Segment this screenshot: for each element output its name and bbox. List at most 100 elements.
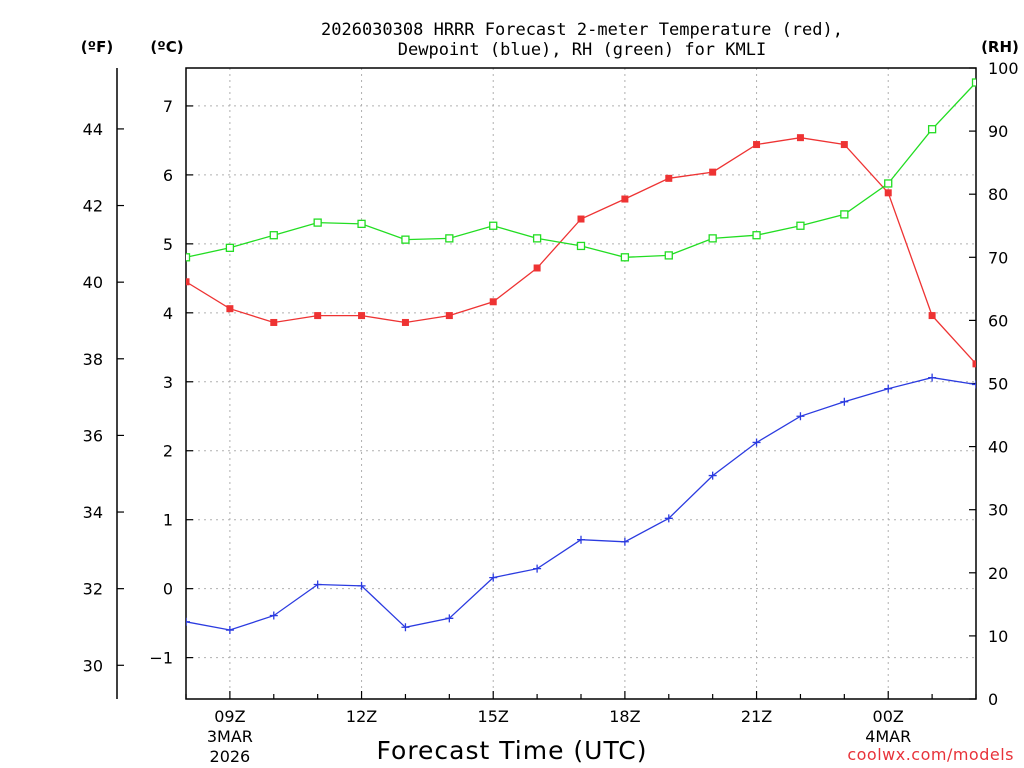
rh-point: [225, 243, 235, 252]
rh-tick-label: 60: [988, 311, 1008, 330]
rh-point: [313, 218, 322, 227]
date-tick-label: 4MAR: [865, 727, 911, 746]
time-tick-label: 18Z: [609, 707, 640, 726]
dewpoint-point: [269, 611, 278, 620]
dewpoint-point: [313, 580, 322, 589]
rh-tick-label: 50: [988, 375, 1008, 394]
rh-point: [884, 179, 893, 188]
rh-axis: 0 10 20 30 40 50 60 70 80 90 100: [969, 59, 1019, 709]
rh-point: [401, 235, 410, 244]
fahrenheit-tick-label: 32: [83, 580, 103, 599]
time-tick-label: 09Z: [214, 707, 245, 726]
fahrenheit-tick-label: 42: [83, 197, 103, 216]
time-tick-label: 15Z: [478, 707, 509, 726]
rh-point: [357, 219, 366, 229]
celsius-tick-label: 1: [163, 511, 173, 530]
temperature-point: [577, 215, 585, 223]
rh-point: [186, 253, 191, 262]
dewpoint-point: [928, 373, 937, 382]
time-tick-label: 12Z: [346, 707, 377, 726]
dewpoint-point: [796, 412, 805, 421]
rh-point: [708, 234, 717, 243]
rh-point: [445, 234, 454, 243]
rh-tick-label: 10: [988, 627, 1008, 646]
celsius-tick-label: 4: [163, 304, 173, 323]
rh-point: [840, 210, 849, 219]
temperature-point: [226, 305, 234, 313]
rh-point: [269, 231, 278, 240]
celsius-unit-label: (ºC): [150, 38, 183, 56]
rh-point: [971, 78, 976, 87]
celsius-axis: −1 0 1 2 3 4 5 6 7: [149, 97, 193, 668]
celsius-tick-label: 3: [163, 373, 173, 392]
temperature-point: [928, 312, 936, 320]
rh-tick-label: 0: [988, 690, 998, 709]
temperature-point: [314, 312, 322, 320]
temperature-point: [270, 318, 278, 326]
rh-point: [489, 221, 498, 230]
celsius-tick-label: 0: [163, 580, 173, 599]
temperature-point: [709, 168, 717, 176]
temperature-point: [753, 141, 761, 149]
year-tick-label: 2026: [210, 747, 251, 766]
fahrenheit-unit-label: (ºF): [81, 38, 113, 56]
dewpoint-point: [357, 581, 366, 590]
temperature-point: [796, 134, 804, 142]
fahrenheit-tick-label: 40: [83, 273, 103, 292]
dewpoint-point: [186, 617, 190, 626]
time-tick-label: 21Z: [741, 707, 772, 726]
temperature-point: [186, 278, 190, 286]
celsius-tick-label: −1: [149, 649, 173, 668]
dewpoint-point: [884, 384, 893, 393]
rh-unit-label: (RH): [981, 38, 1019, 56]
celsius-tick-label: 7: [163, 97, 173, 116]
time-tick-label: 00Z: [873, 707, 904, 726]
date-tick-label: 3MAR: [207, 727, 253, 746]
dewpoint-point: [620, 537, 629, 546]
rh-tick-label: 100: [988, 59, 1019, 78]
dewpoint-point: [225, 626, 234, 635]
dewpoint-point: [708, 471, 717, 480]
temperature-point: [358, 312, 366, 320]
rh-tick-label: 20: [988, 564, 1008, 583]
series-layer: [186, 78, 976, 635]
chart-title-line2: Dewpoint (blue), RH (green) for KMLI: [398, 40, 766, 60]
temperature-point: [445, 312, 453, 320]
temperature-point: [840, 141, 848, 149]
dewpoint-point: [752, 438, 761, 447]
temperature-point: [489, 298, 497, 306]
fahrenheit-tick-label: 44: [83, 120, 103, 139]
dewpoint-point: [577, 535, 585, 544]
fahrenheit-axis: 30 32 34 36 38 40 42 44: [83, 120, 124, 675]
fahrenheit-tick-label: 36: [83, 426, 103, 445]
dewpoint-point: [664, 514, 673, 523]
rh-point: [576, 241, 586, 251]
celsius-tick-label: 6: [163, 166, 173, 185]
rh-tick-label: 40: [988, 438, 1008, 457]
dewpoint-point: [840, 397, 849, 406]
fahrenheit-tick-label: 30: [83, 656, 103, 675]
temperature-point: [401, 318, 409, 326]
temperature-point: [621, 195, 629, 203]
rh-tick-label: 30: [988, 501, 1008, 520]
x-axis-title: Forecast Time (UTC): [377, 736, 648, 765]
source-credit: coolwx.com/models: [847, 745, 1014, 764]
dewpoint-point: [533, 564, 542, 573]
rh-point: [927, 125, 937, 134]
rh-point: [532, 234, 542, 243]
rh-point: [664, 251, 673, 260]
chart-title-line1: 2026030308 HRRR Forecast 2-meter Tempera…: [321, 20, 843, 40]
rh-point: [620, 253, 630, 262]
fahrenheit-tick-label: 34: [83, 503, 103, 522]
dewpoint-point: [972, 380, 976, 389]
dewpoint-point: [489, 573, 498, 582]
series-group: [186, 78, 976, 635]
celsius-tick-label: 5: [163, 235, 173, 254]
fahrenheit-tick-label: 38: [83, 350, 103, 369]
temperature-point: [665, 174, 673, 182]
rh-tick-label: 80: [988, 185, 1008, 204]
dewpoint-point: [445, 614, 454, 623]
